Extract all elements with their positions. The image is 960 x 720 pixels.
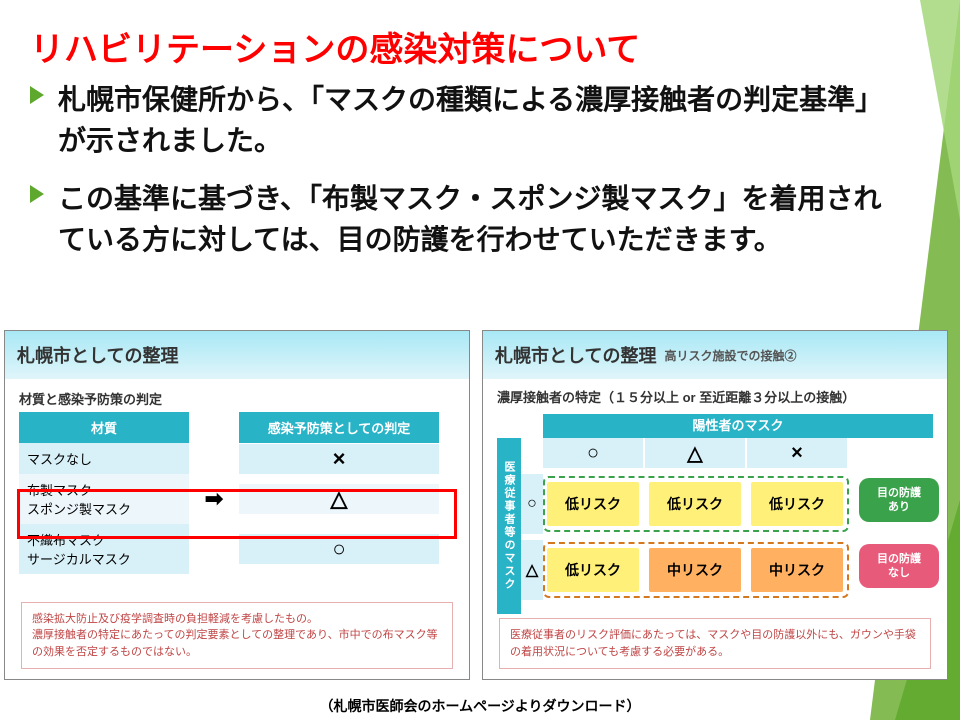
grid-top-label: 陽性者のマスク xyxy=(543,414,933,438)
row-mark: △ xyxy=(521,540,543,600)
bullet-text: 札幌市保健所から、「マスクの種類による濃厚接触者の判定基準」が示されました。 xyxy=(58,80,890,161)
bullet-arrow-icon xyxy=(30,86,48,104)
grid-side-label: 医療従事者等のマスク xyxy=(497,438,521,614)
panel2-subtitle-small: 高リスク施設での接触② xyxy=(664,347,796,364)
panel2-header: 札幌市としての整理 高リスク施設での接触② xyxy=(483,331,947,379)
panel2-grid: 陽性者のマスク 医療従事者等のマスク ○ △ × ○ △ 低リスク 低リスク 低… xyxy=(497,414,933,614)
bullet-text: この基準に基づき、「布製マスク・スポンジ製マスク」を着用されている方に対しては、… xyxy=(58,179,890,260)
red-highlight-box xyxy=(17,489,457,539)
bullet-item: この基準に基づき、「布製マスク・スポンジ製マスク」を着用されている方に対しては、… xyxy=(30,179,890,260)
panel-right: 札幌市としての整理 高リスク施設での接触② 濃厚接触者の特定（１５分以上 or … xyxy=(482,330,948,680)
balloon-eye-protection-no: 目の防護なし xyxy=(859,544,939,588)
page-title: リハビリテーションの感染対策について xyxy=(30,22,640,71)
panel1-subtitle: 材質と感染予防策の判定 xyxy=(5,379,469,412)
panel1-header: 札幌市としての整理 xyxy=(5,331,469,379)
panel1-head-judgement: 感染予防策としての判定 xyxy=(239,412,439,443)
balloon-eye-protection-yes: 目の防護あり xyxy=(859,478,939,522)
mark-cell: × xyxy=(239,444,439,474)
panel1-note: 感染拡大防止及び疫学調査時の負担軽減を考慮したもの。濃厚接触者の特定にあたっての… xyxy=(21,602,453,670)
material-cell: マスクなし xyxy=(19,443,189,474)
panel1-table-head: 材質 感染予防策としての判定 xyxy=(19,412,455,443)
dashed-group-top xyxy=(543,476,849,532)
bullet-list: 札幌市保健所から、「マスクの種類による濃厚接触者の判定基準」が示されました。 こ… xyxy=(30,80,890,278)
dashed-group-bottom xyxy=(543,542,849,598)
panel1-head-material: 材質 xyxy=(19,412,189,443)
col-mark: △ xyxy=(645,438,745,468)
slide: リハビリテーションの感染対策について 札幌市保健所から、「マスクの種類による濃厚… xyxy=(0,0,960,720)
panel2-subtitle: 濃厚接触者の特定（１５分以上 or 至近距離３分以上の接触） xyxy=(483,379,947,410)
panel-left: 札幌市としての整理 材質と感染予防策の判定 材質 感染予防策としての判定 マスク… xyxy=(4,330,470,680)
panels-row: 札幌市としての整理 材質と感染予防策の判定 材質 感染予防策としての判定 マスク… xyxy=(4,330,948,680)
bullet-item: 札幌市保健所から、「マスクの種類による濃厚接触者の判定基準」が示されました。 xyxy=(30,80,890,161)
col-mark: ○ xyxy=(543,438,643,468)
panel2-note: 医療従事者のリスク評価にあたっては、マスクや目の防護以外にも、ガウンや手袋の着用… xyxy=(499,618,931,669)
col-mark: × xyxy=(747,438,847,468)
row-mark: ○ xyxy=(521,474,543,534)
bullet-arrow-icon xyxy=(30,185,48,203)
source-attribution: （札幌市医師会のホームページよりダウンロード） xyxy=(0,692,960,720)
table-row: マスクなし × xyxy=(19,443,455,474)
